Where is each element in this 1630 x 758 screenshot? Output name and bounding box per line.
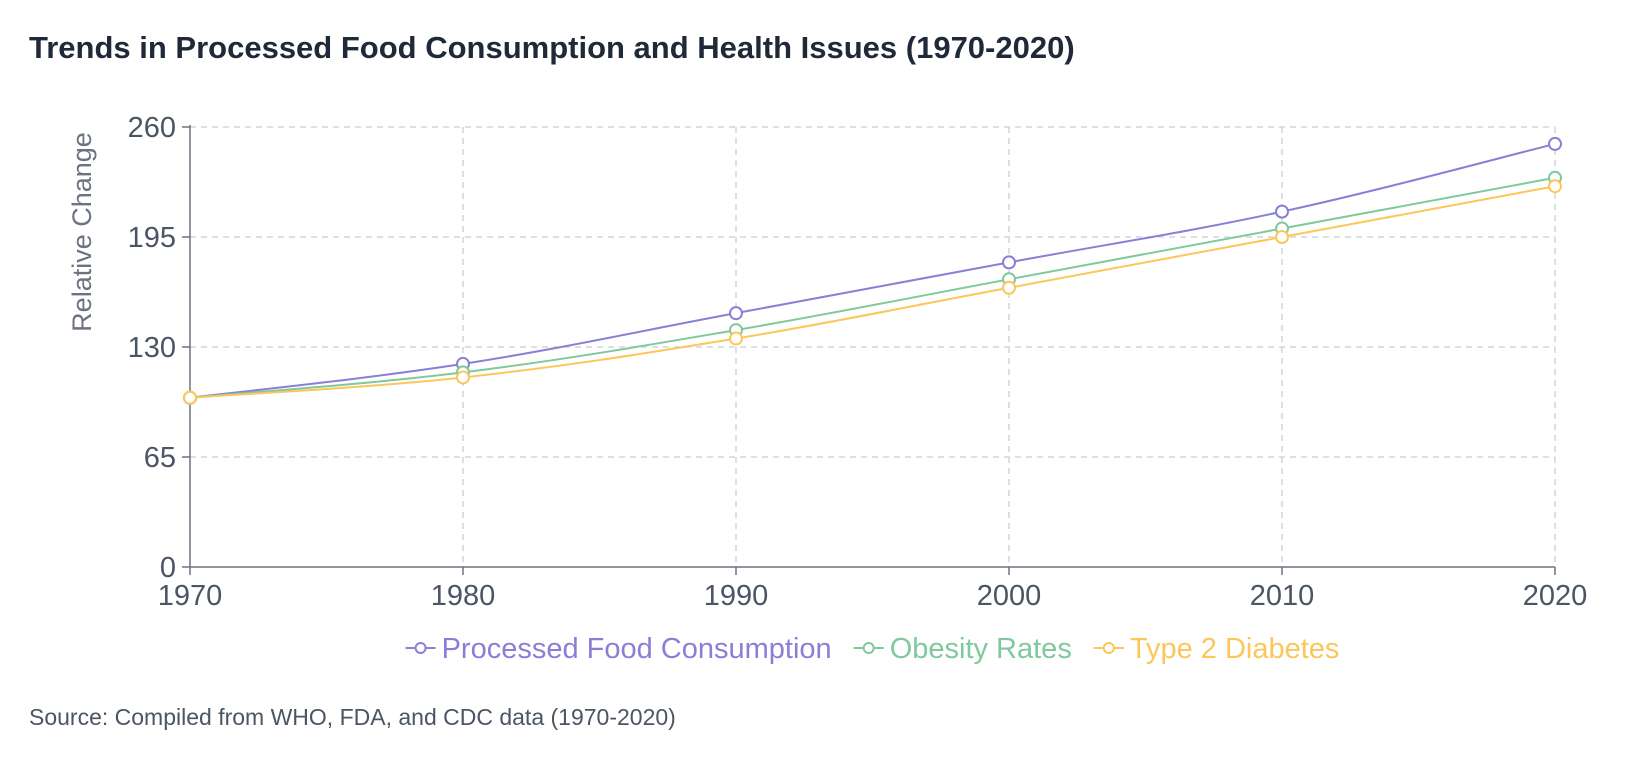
data-point-type-2-diabetes [1002, 280, 1016, 295]
data-point-type-2-diabetes [456, 370, 470, 385]
line-chart: 0 65 130 195 260 1970 1980 1990 2000 2010 2020 Rela… [67, 112, 1587, 665]
x-tick-label: 2020 [1523, 580, 1588, 612]
chart-title: Trends in Processed Food Consumption and… [29, 30, 1075, 65]
legend-marker-dot [414, 642, 427, 654]
grid-layer [190, 126, 1556, 567]
data-point-processed-food-consumption [729, 306, 743, 321]
x-tick-label: 1970 [158, 580, 223, 612]
legend-label: Obesity Rates [890, 633, 1072, 665]
series-line-type-2-diabetes [189, 185, 1556, 399]
axes-layer: 0 65 130 195 260 1970 1980 1990 2000 2010 2020 Rela… [67, 112, 1587, 612]
x-tick-label: 2010 [1250, 580, 1315, 612]
legend: Processed Food Consumption Obesity Rates T… [405, 633, 1340, 665]
y-tick-label: 65 [144, 442, 176, 474]
legend-marker-dot [862, 642, 875, 654]
x-tick-label: 1980 [431, 580, 496, 612]
data-point-type-2-diabetes [1548, 179, 1562, 194]
data-point-type-2-diabetes [183, 390, 197, 405]
series-layer [183, 136, 1562, 405]
x-tick-label: 2000 [977, 580, 1042, 612]
y-axis-label: Relative Change [67, 132, 97, 332]
legend-label: Type 2 Diabetes [1130, 633, 1340, 665]
data-point-processed-food-consumption [1002, 255, 1016, 270]
source-note: Source: Compiled from WHO, FDA, and CDC … [29, 704, 676, 730]
data-point-processed-food-consumption [1548, 136, 1562, 151]
data-point-processed-food-consumption [1275, 204, 1289, 219]
y-tick-label: 0 [160, 552, 176, 584]
legend-label: Processed Food Consumption [442, 633, 832, 665]
legend-item-processed-food-consumption: Processed Food Consumption [405, 633, 832, 665]
legend-item-obesity-rates: Obesity Rates [853, 633, 1072, 665]
x-tick-label: 1990 [704, 580, 769, 612]
series-line-processed-food-consumption [189, 142, 1556, 399]
y-tick-label: 195 [128, 222, 176, 254]
data-point-type-2-diabetes [1275, 230, 1289, 244]
y-tick-label: 260 [128, 112, 176, 144]
data-point-type-2-diabetes [729, 331, 743, 346]
legend-marker-dot [1102, 642, 1115, 654]
series-line-obesity-rates [189, 176, 1556, 399]
y-tick-label: 130 [128, 332, 176, 364]
legend-item-type-2-diabetes: Type 2 Diabetes [1093, 633, 1340, 665]
